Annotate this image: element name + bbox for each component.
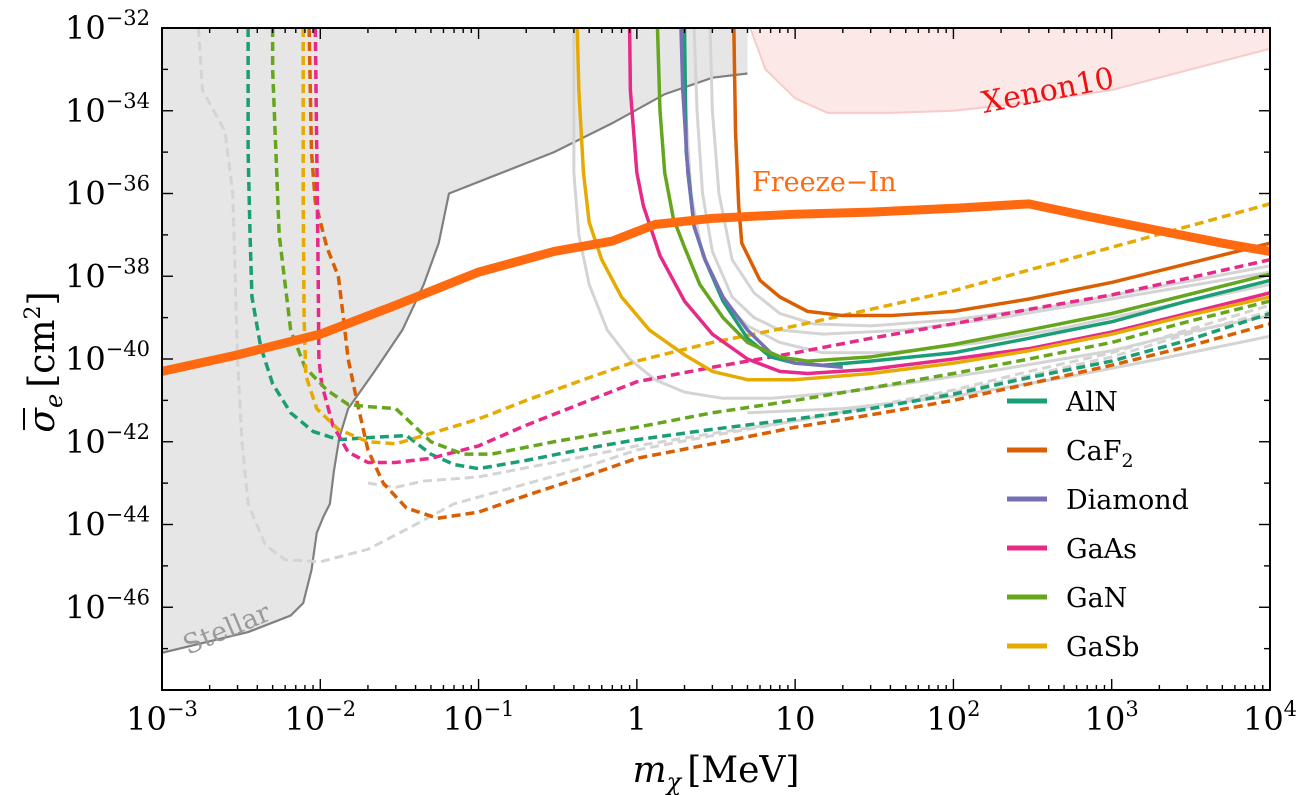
x-tick-label: 10−2 [284, 697, 356, 738]
series-gaas-dashed [313, 28, 1270, 465]
series-gray-solid-4 [692, 28, 1270, 336]
series-caf2-dashed [307, 28, 1270, 521]
legend-label-gaas: GaAs [1066, 534, 1137, 565]
x-tick-label: 1 [627, 700, 647, 738]
series-gan-dashed [270, 28, 1270, 456]
legend: AlN CaF2 Diamond GaAs GaN GaSb [1007, 387, 1189, 663]
axis-ticks [161, 27, 1271, 691]
x-tick-label: 103 [1085, 697, 1139, 738]
freeze-in-label: Freeze−In [752, 167, 896, 198]
y-tick-label: 10−34 [65, 89, 150, 130]
x-tick-label: 10 [775, 700, 816, 738]
series-freeze-in [162, 199, 1270, 376]
legend-label-caf2: CaF2 [1066, 436, 1134, 472]
xenon10-region [749, 28, 1270, 114]
series-gray-dashed-1 [196, 28, 1270, 564]
series-gray-solid-5 [747, 334, 1270, 415]
series-gray-dashed-2 [367, 303, 1270, 489]
y-tick-label: 10−42 [65, 420, 150, 461]
stellar-region [162, 28, 748, 653]
x-axis-label: mχ [MeV] [633, 750, 800, 795]
y-tick-label: 10−32 [65, 6, 150, 47]
y-tick-label: 10−40 [65, 337, 150, 378]
series-aln-dashed [246, 28, 1270, 471]
series-gray-solid-3 [708, 28, 1270, 328]
y-tick-label: 10−44 [65, 503, 150, 544]
legend-label-gan: GaN [1066, 583, 1127, 614]
tick-labels: 10−3 10−2 10−1 1 10 102 103 104 10−32 10−34 10−36 1… [65, 6, 1297, 738]
y-tick-label: 10−38 [65, 254, 150, 295]
legend-label-aln: AlN [1065, 387, 1118, 418]
x-tick-label: 102 [926, 697, 980, 738]
shaded-regions [162, 28, 1270, 654]
axis-labels: mχ [MeV] σe[cm2] [21, 291, 799, 795]
series-gasb-solid [575, 28, 1270, 382]
x-tick-label: 10−3 [126, 697, 198, 738]
x-tick-label: 104 [1243, 697, 1297, 738]
y-axis-label: σe[cm2] [21, 291, 68, 432]
series-gan-solid [655, 28, 1270, 363]
series-gasb-dashed [301, 28, 1270, 446]
series-caf2-solid [732, 28, 1270, 318]
y-tick-label: 10−36 [65, 172, 150, 213]
series-gray-solid-1 [572, 28, 1270, 400]
x-tick-label: 10−1 [443, 697, 515, 738]
sensitivity-curves [162, 28, 1270, 564]
legend-label-diamond: Diamond [1066, 485, 1189, 516]
series-gaas-solid [627, 28, 1270, 376]
legend-label-gasb: GaSb [1066, 632, 1139, 663]
y-tick-label: 10−46 [65, 585, 150, 626]
